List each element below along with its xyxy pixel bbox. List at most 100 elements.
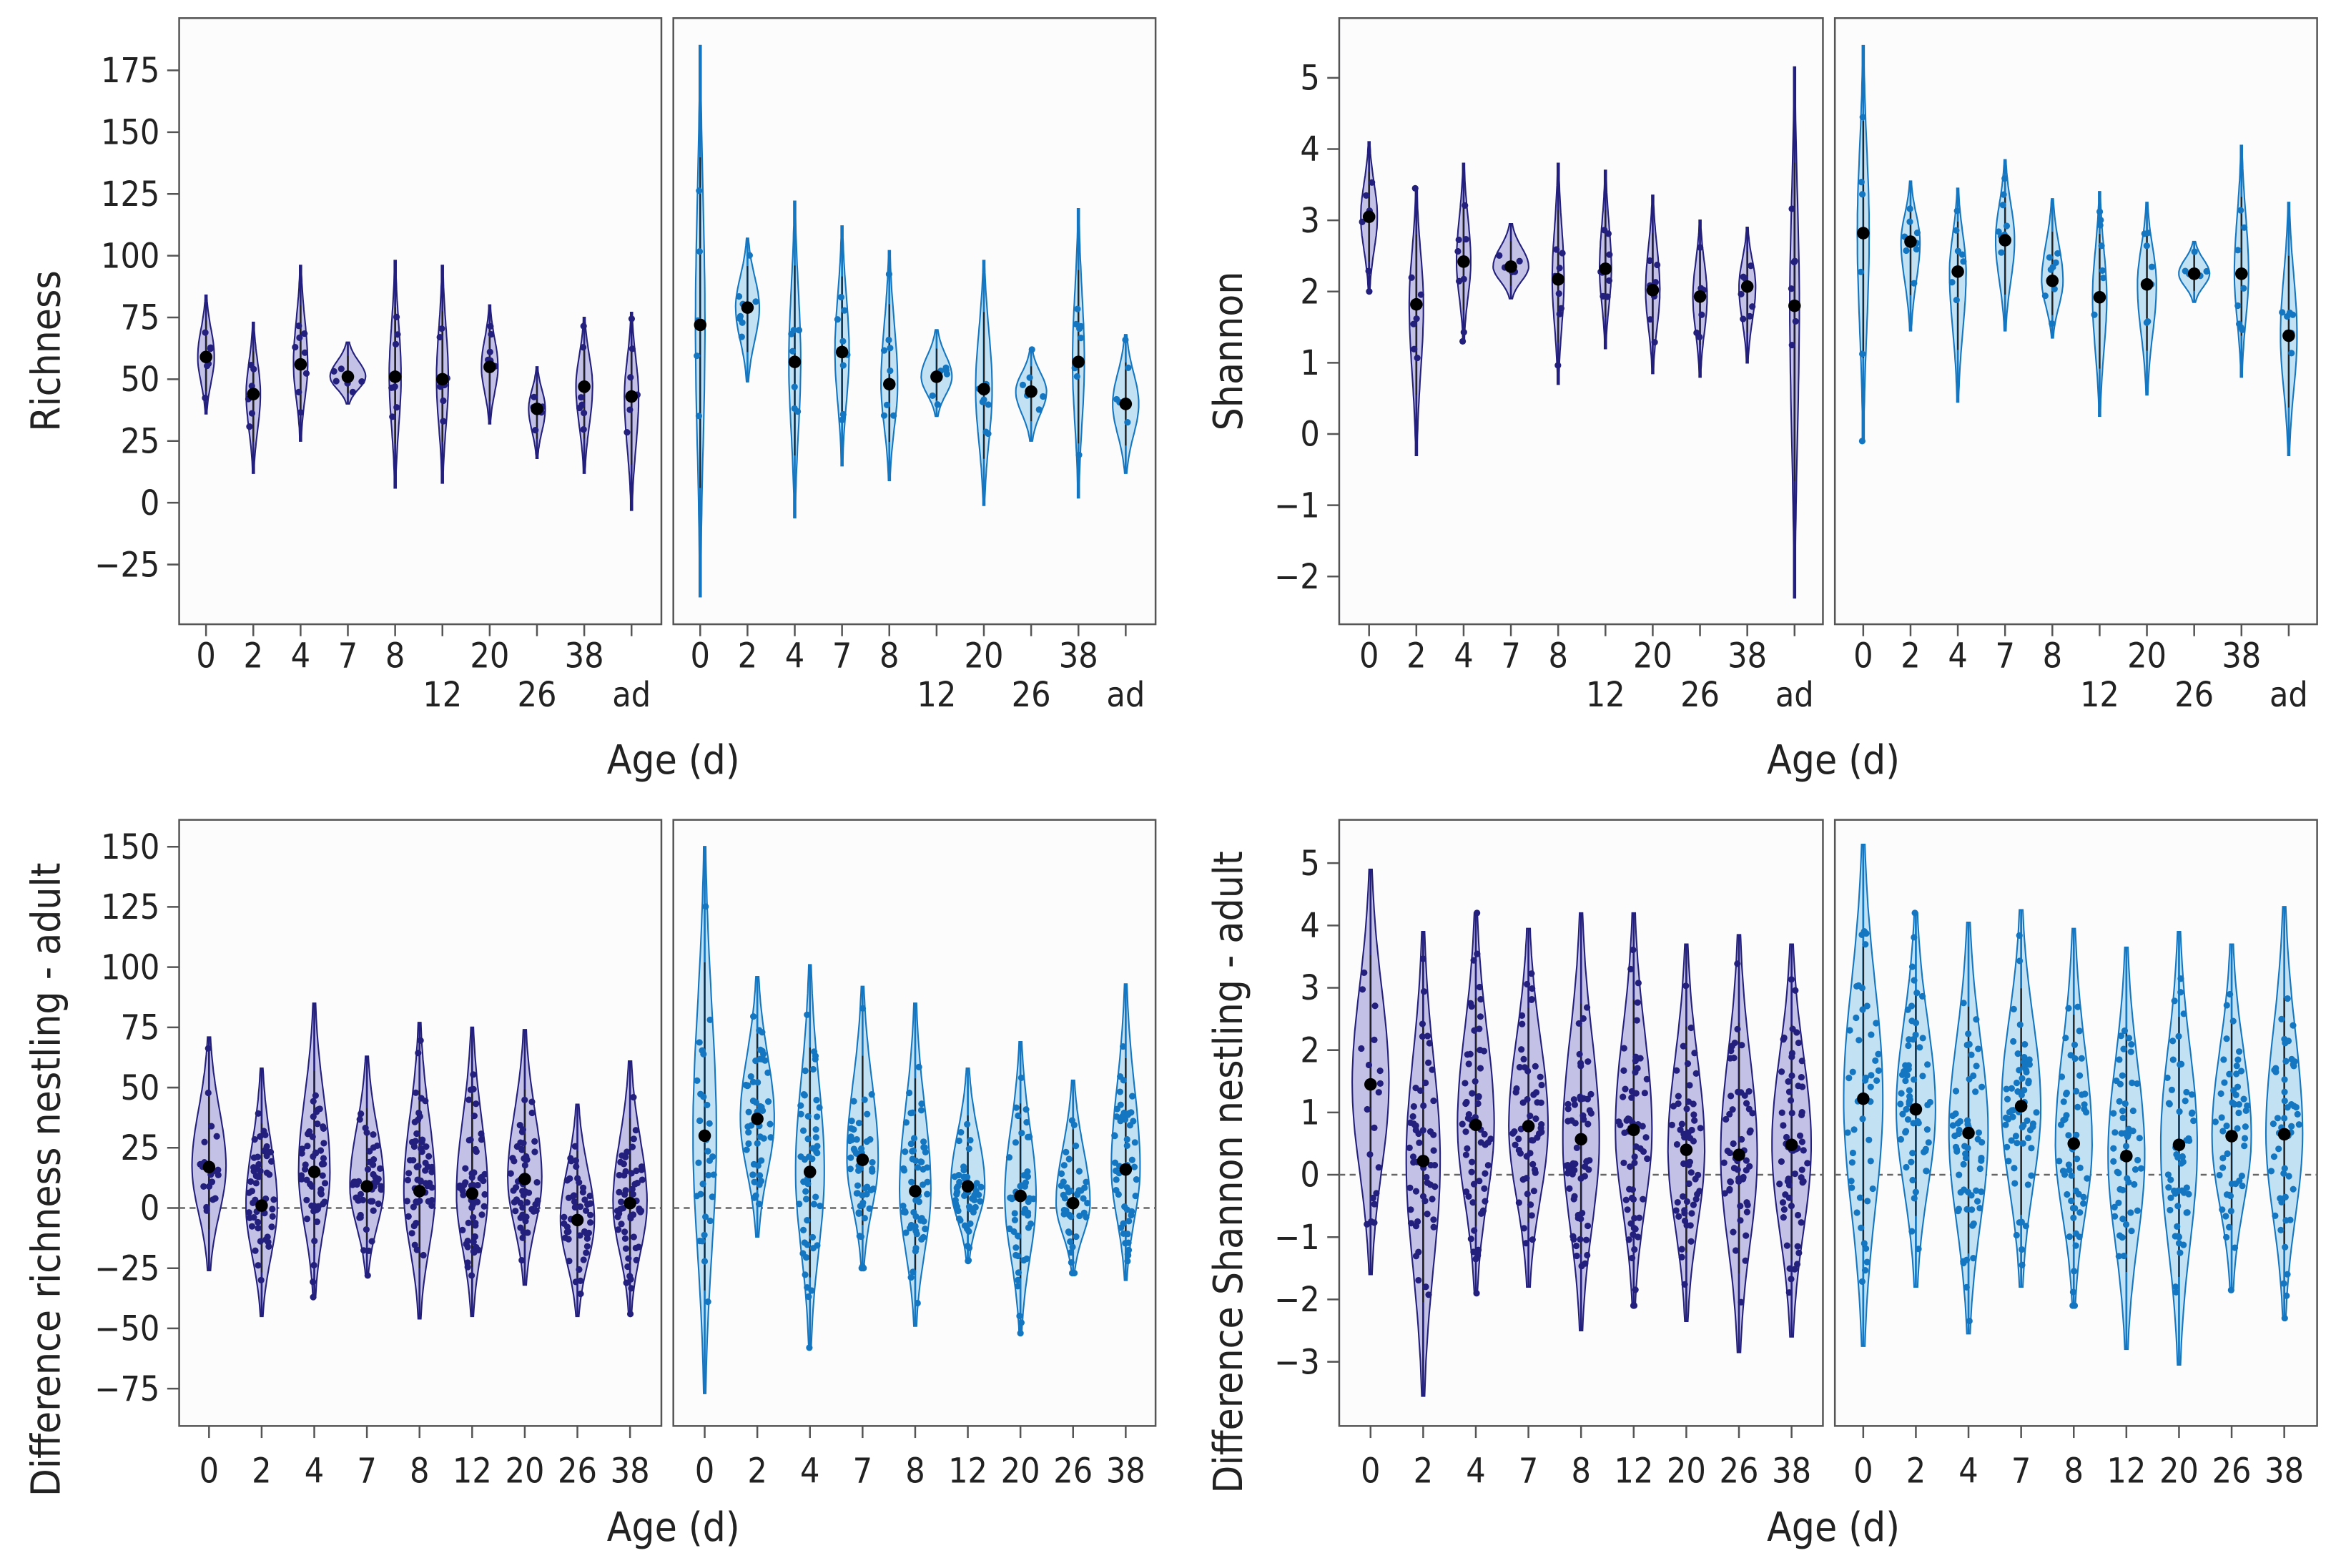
data-point [2242, 1123, 2249, 1130]
data-point [576, 1232, 583, 1239]
data-point [855, 1209, 862, 1216]
data-point [1647, 316, 1654, 323]
data-point [456, 1184, 463, 1191]
data-point [1620, 1159, 1627, 1167]
data-point [2281, 1115, 2288, 1122]
subpanel-right: 0 2 4 7 8 12 20 26 38 [1833, 819, 2318, 1491]
data-point [1519, 1020, 1526, 1027]
data-point [1464, 1145, 1471, 1152]
data-point [629, 1190, 636, 1198]
data-point [1410, 1103, 1417, 1110]
data-point [1863, 1258, 1871, 1266]
data-point [1913, 990, 1921, 997]
x-tick-label: 12 [453, 1451, 492, 1491]
data-point [1686, 1082, 1693, 1089]
x-tick-label: 20 [2159, 1451, 2199, 1491]
data-point [519, 1234, 526, 1241]
data-point [1862, 941, 1869, 948]
data-point [2164, 1074, 2171, 1082]
data-point [1585, 1166, 1592, 1173]
mean-marker [1951, 265, 1964, 278]
data-point [1960, 258, 1967, 265]
data-point [2165, 1100, 2173, 1107]
data-point [767, 1134, 774, 1141]
data-point [317, 1190, 325, 1198]
x-tick-label: 38 [1728, 636, 1767, 676]
data-point [2227, 990, 2234, 998]
data-point [967, 1137, 974, 1144]
data-point [1635, 980, 1642, 987]
data-point [1628, 1094, 1635, 1101]
x-tick-label: 0 [1853, 1451, 1873, 1491]
data-point [2127, 1048, 2134, 1055]
data-point [1018, 1130, 1025, 1137]
data-point [1697, 1125, 1704, 1132]
x-tick-label: 8 [879, 636, 899, 676]
data-point [1060, 1162, 1068, 1169]
data-point [1921, 1148, 1928, 1155]
data-point [618, 1152, 626, 1159]
data-point [1844, 1129, 1851, 1136]
data-point [528, 1109, 536, 1117]
data-point [586, 1192, 593, 1200]
data-point [2054, 250, 2061, 257]
mean-marker [435, 373, 449, 386]
violin-group-38 [612, 1060, 648, 1318]
data-point [629, 1185, 636, 1193]
data-point [1788, 1202, 1795, 1210]
data-point [1012, 1139, 1020, 1146]
data-point [1468, 1003, 1475, 1010]
data-point [410, 1222, 418, 1230]
data-point [2084, 1175, 2091, 1182]
mean-marker [1410, 297, 1423, 311]
mean-marker [1522, 1120, 1535, 1133]
y-tick-label: 0 [140, 483, 159, 523]
data-point [1799, 1083, 1806, 1090]
data-point [1585, 1222, 1592, 1230]
mean-marker [2225, 1130, 2238, 1143]
data-point [2136, 1135, 2143, 1142]
data-point [622, 1245, 630, 1252]
data-point [887, 367, 894, 375]
data-point [2172, 1288, 2180, 1296]
data-point [1484, 1139, 1492, 1146]
data-point [1873, 1077, 1881, 1084]
data-point [795, 327, 803, 334]
data-point [964, 1226, 971, 1233]
data-point [908, 1178, 915, 1185]
mean-marker [1066, 1196, 1080, 1210]
data-point [2190, 1117, 2197, 1125]
violin-group-12 [1615, 912, 1653, 1309]
mean-marker [1999, 234, 2011, 247]
data-point [1130, 1118, 1137, 1125]
mean-marker [1857, 227, 1870, 240]
data-point [1627, 965, 1635, 973]
data-point [1846, 1027, 1853, 1034]
data-point [1730, 1140, 1737, 1148]
data-point [2096, 208, 2104, 215]
violin-group-0 [1359, 141, 1379, 295]
y-tick-label: −75 [94, 1369, 159, 1409]
data-point [1681, 1133, 1688, 1141]
data-point [751, 1178, 758, 1185]
data-point [246, 423, 253, 430]
data-point [1422, 1283, 1429, 1291]
data-point [985, 430, 992, 438]
data-point [2111, 1213, 2119, 1220]
data-point [1970, 1255, 1977, 1262]
data-point [1913, 230, 1921, 237]
data-point [1605, 277, 1613, 285]
data-point [1572, 1242, 1580, 1250]
data-point [1060, 1191, 1067, 1198]
data-point [752, 298, 759, 305]
data-point [2227, 1208, 2234, 1215]
x-tick-label: 7 [1995, 636, 2014, 676]
data-point [909, 1155, 916, 1163]
data-point [1529, 1236, 1536, 1243]
data-point [468, 1272, 475, 1279]
data-point [868, 1091, 875, 1098]
x-tick-label: 38 [565, 636, 604, 676]
data-point [2288, 1123, 2295, 1130]
data-point [1065, 1228, 1072, 1236]
violin-group-2 [245, 321, 262, 474]
